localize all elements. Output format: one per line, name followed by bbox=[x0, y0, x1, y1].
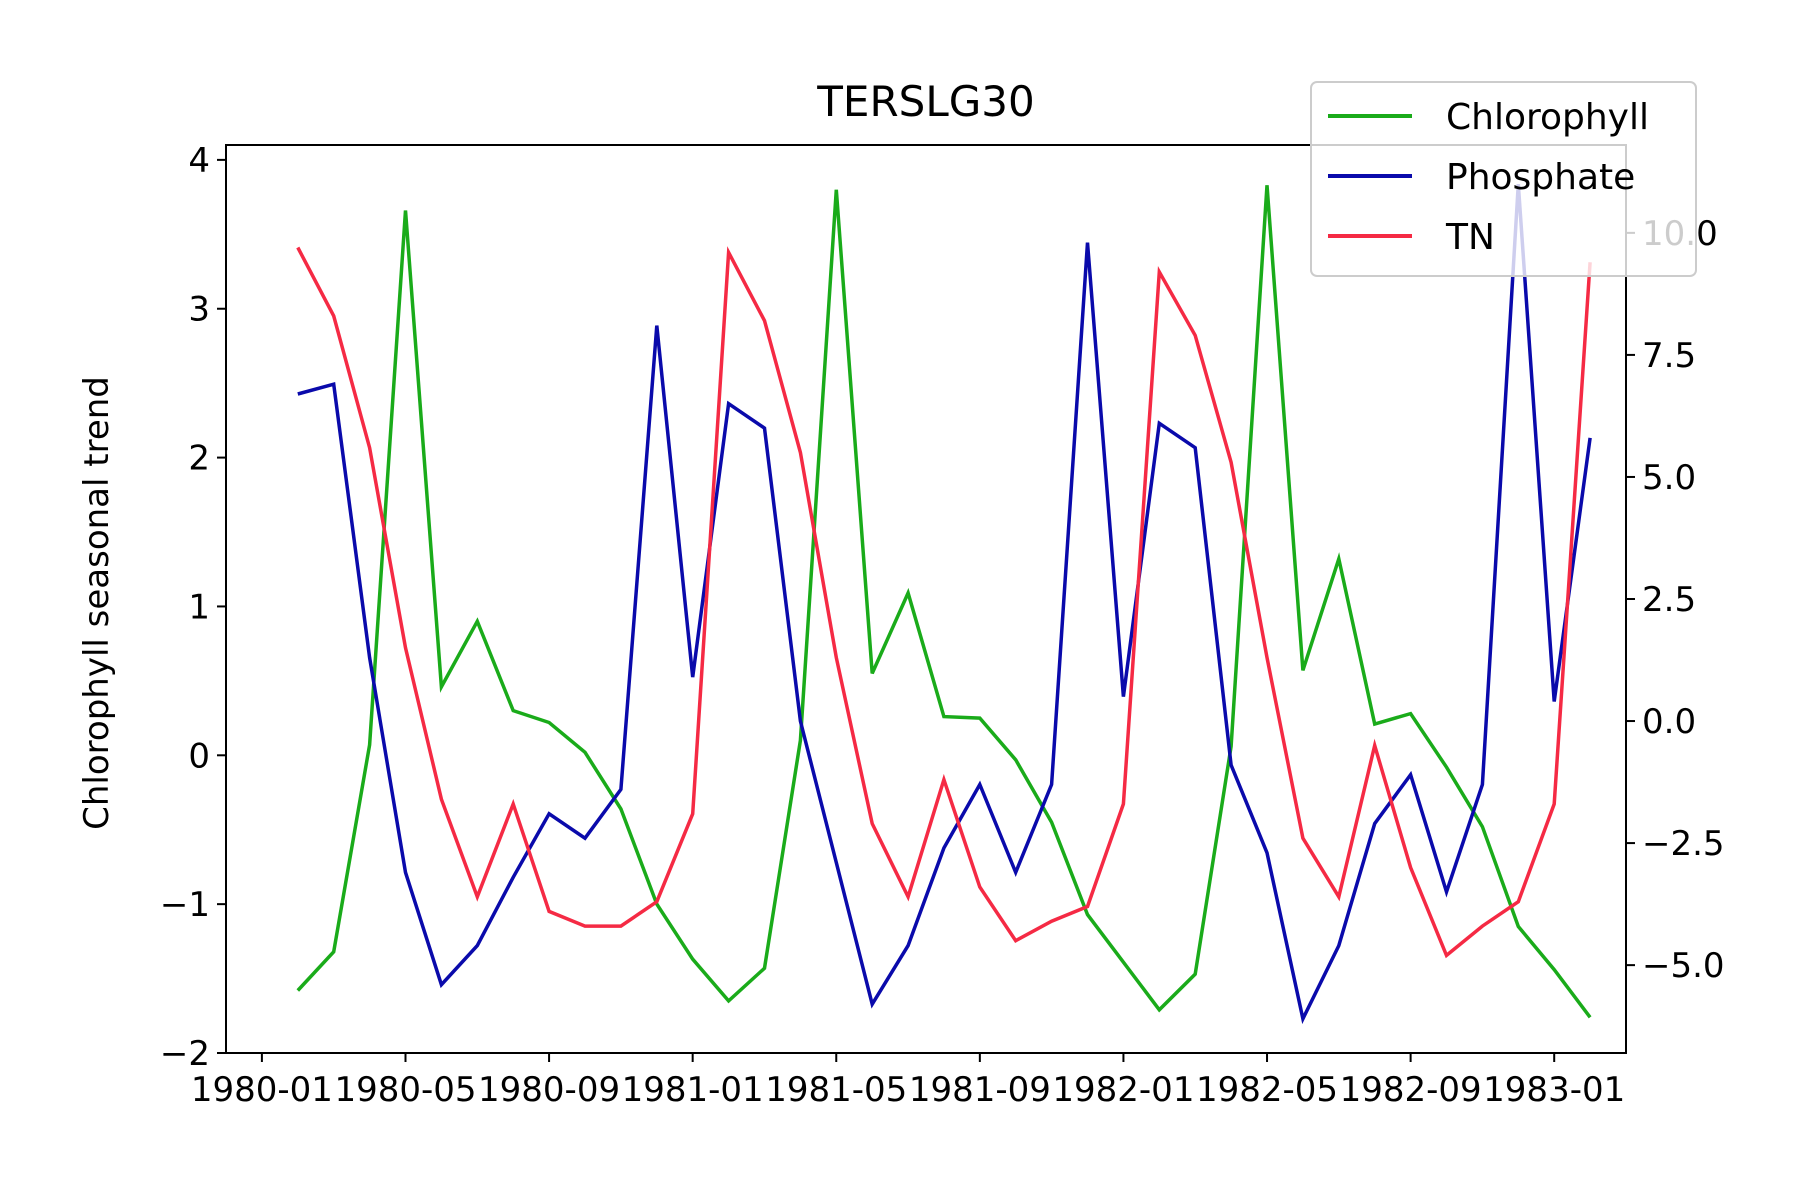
legend-label: Phosphate bbox=[1446, 157, 1635, 198]
x-tick-label: 1983-01 bbox=[1483, 1070, 1625, 1110]
y-tick-label: −2 bbox=[160, 1034, 210, 1074]
y-axis-label: Chlorophyll seasonal trend bbox=[77, 376, 117, 830]
x-tick-label: 1980-05 bbox=[334, 1070, 476, 1110]
x-tick-label: 1982-01 bbox=[1052, 1070, 1194, 1110]
y2-tick-label: −2.5 bbox=[1642, 824, 1725, 864]
x-tick-label: 1980-01 bbox=[191, 1070, 333, 1110]
y-axis-right: −5.0−2.50.02.55.07.510.0 bbox=[1626, 214, 1725, 986]
y-axis-left: −2 −1 0 1 2 3 4 bbox=[160, 141, 226, 1074]
legend-label: Chlorophyll bbox=[1446, 97, 1649, 138]
y2-tick-label: 7.5 bbox=[1642, 336, 1696, 376]
x-tick-label: 1981-01 bbox=[622, 1070, 764, 1110]
x-axis: 1980-01 1980-05 1980-09 1981-01 1981-05 1981-… bbox=[191, 1053, 1625, 1110]
y-tick-label: 2 bbox=[188, 439, 210, 479]
y-tick-label: 1 bbox=[188, 587, 210, 627]
series-line-chlorophyll bbox=[296, 185, 1592, 1019]
legend: Chlorophyll Phosphate TN bbox=[1310, 81, 1697, 277]
x-tick-label: 1981-05 bbox=[765, 1070, 907, 1110]
y-tick-label: 4 bbox=[188, 141, 210, 181]
x-tick-label: 1981-09 bbox=[909, 1070, 1051, 1110]
x-tick-label: 1980-09 bbox=[478, 1070, 620, 1110]
y-tick-label: 3 bbox=[188, 290, 210, 330]
y-tick-label: 0 bbox=[188, 736, 210, 776]
x-tick-label: 1982-09 bbox=[1340, 1070, 1482, 1110]
y-tick-label: −1 bbox=[160, 885, 210, 925]
series-line-tn bbox=[296, 246, 1592, 959]
x-tick-label: 1982-05 bbox=[1196, 1070, 1338, 1110]
series-layer bbox=[296, 183, 1592, 1025]
y2-tick-label: 5.0 bbox=[1642, 458, 1696, 498]
chart-title: TERSLG30 bbox=[816, 77, 1034, 126]
y2-tick-label: 2.5 bbox=[1642, 580, 1696, 620]
legend-label: TN bbox=[1445, 217, 1495, 258]
series-line-phosphate bbox=[297, 183, 1592, 1025]
y2-tick-label: 0.0 bbox=[1642, 702, 1696, 742]
y2-tick-label: −5.0 bbox=[1642, 946, 1725, 986]
legend-box bbox=[1310, 81, 1697, 277]
